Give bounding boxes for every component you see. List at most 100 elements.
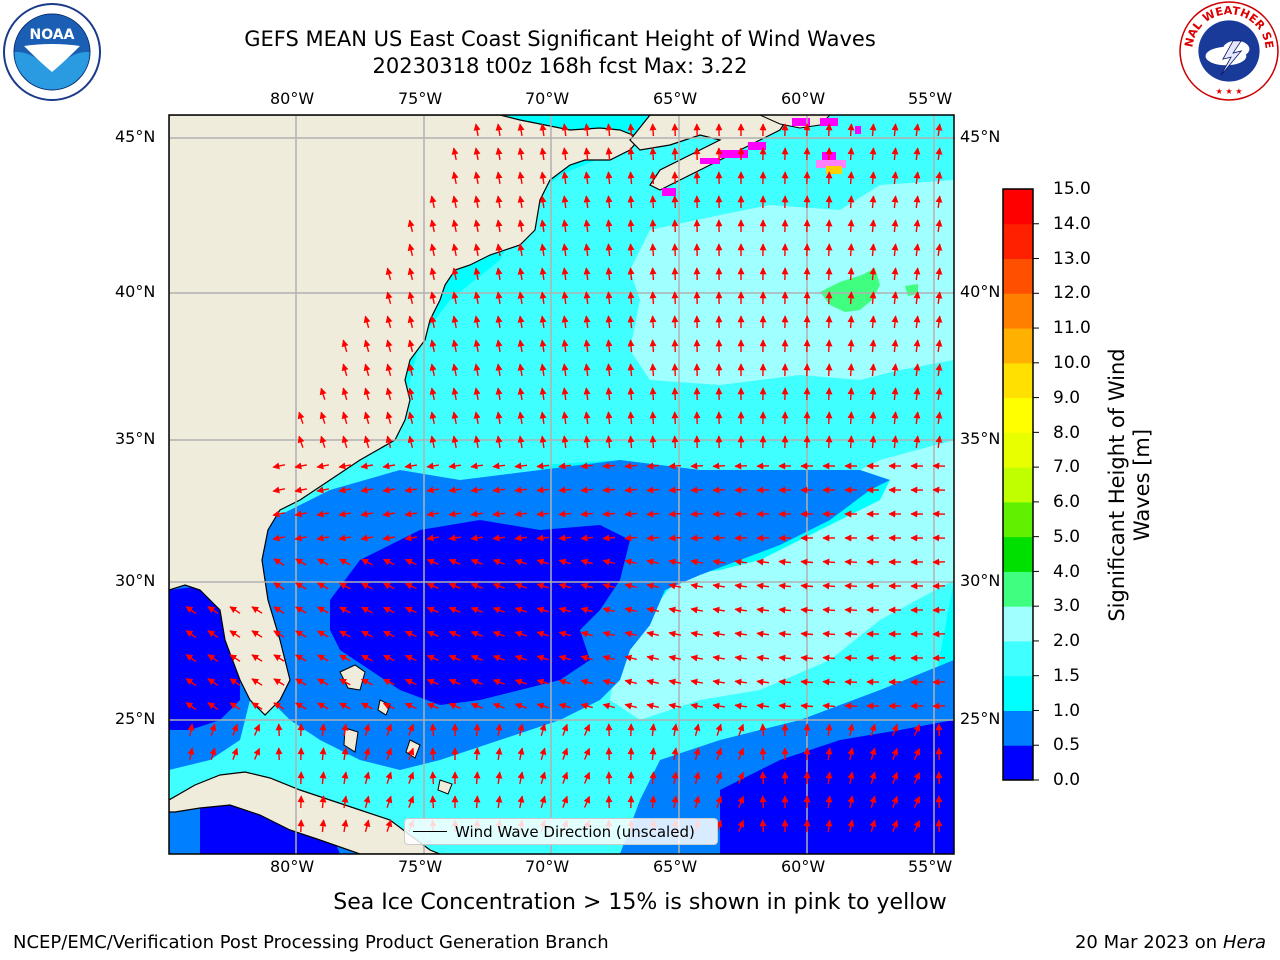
wave-direction-arrow: [470, 462, 483, 470]
wave-direction-arrow: [295, 654, 307, 662]
wave-direction-arrow: [668, 486, 682, 494]
lat-tick-left: 25°N: [115, 709, 156, 728]
colorbar-label: Significant Height of Wind Waves [m]: [1105, 348, 1154, 622]
wave-direction-arrow: [800, 654, 814, 662]
wave-direction-arrow: [558, 486, 572, 494]
wave-direction-arrow: [495, 747, 503, 760]
wave-direction-arrow: [558, 462, 572, 470]
wave-direction-arrow: [231, 747, 239, 760]
wave-direction-arrow: [869, 363, 877, 377]
wave-direction-arrow: [869, 435, 877, 449]
wave-direction-arrow: [605, 435, 613, 449]
map-field: [169, 115, 954, 854]
wave-direction-arrow: [583, 219, 591, 233]
wave-direction-arrow: [451, 363, 459, 377]
wave-direction-arrow: [341, 411, 349, 424]
wave-direction-arrow: [404, 630, 417, 638]
wave-direction-arrow: [492, 630, 505, 638]
wave-direction-arrow: [847, 339, 855, 353]
wave-direction-arrow: [756, 606, 770, 614]
wave-direction-arrow: [273, 678, 285, 686]
colorbar-frame: [1002, 188, 1034, 781]
wave-direction-arrow: [561, 291, 569, 305]
wave-direction-arrow: [891, 771, 899, 784]
wave-direction-arrow: [869, 795, 877, 808]
wave-direction-arrow: [492, 462, 506, 470]
wave-direction-arrow: [602, 702, 615, 710]
wave-direction-arrow: [935, 435, 943, 448]
noaa-logo: NOAA: [3, 3, 101, 101]
wave-direction-arrow: [737, 819, 745, 832]
wave-direction-arrow: [646, 582, 660, 590]
wave-direction-arrow: [649, 747, 657, 761]
wave-direction-arrow: [869, 219, 877, 233]
wave-direction-arrow: [426, 462, 440, 470]
wave-direction-arrow: [382, 534, 396, 542]
svg-text:★ ★ ★: ★ ★ ★: [1215, 86, 1242, 96]
wave-direction-arrow: [426, 678, 439, 686]
wave-direction-arrow: [495, 171, 503, 185]
wave-direction-arrow: [426, 486, 440, 494]
wave-direction-arrow: [473, 219, 481, 233]
wave-direction-arrow: [363, 771, 371, 784]
wave-direction-arrow: [363, 363, 371, 376]
wave-direction-arrow: [473, 315, 481, 329]
noaa-logo-text: NOAA: [30, 27, 75, 43]
wave-direction-arrow: [385, 819, 393, 832]
chart-title: GEFS MEAN US East Coast Significant Heig…: [244, 27, 876, 51]
wave-direction-arrow: [561, 123, 569, 137]
wave-direction-arrow: [448, 582, 461, 590]
wave-direction-arrow: [891, 411, 899, 425]
wave-direction-arrow: [649, 771, 657, 785]
wave-direction-arrow: [913, 771, 921, 784]
wave-direction-arrow: [624, 702, 637, 710]
wave-direction-arrow: [536, 462, 550, 470]
wave-direction-arrow: [671, 123, 679, 137]
wave-direction-arrow: [539, 363, 547, 377]
wave-direction-arrow: [517, 387, 525, 401]
wave-direction-arrow: [385, 387, 393, 400]
wave-direction-arrow: [825, 219, 833, 233]
wave-direction-arrow: [649, 219, 657, 233]
wave-direction-arrow: [207, 702, 219, 710]
wave-direction-arrow: [429, 723, 437, 737]
colorbar-band: [1003, 467, 1033, 503]
wave-direction-arrow: [627, 291, 635, 305]
wave-direction-arrow: [451, 147, 459, 161]
wave-band-3-0: [820, 268, 918, 312]
wave-direction-arrow: [536, 654, 549, 662]
wave-direction-arrow: [847, 267, 855, 281]
wave-direction-arrow: [580, 606, 593, 614]
wave-direction-arrow: [822, 702, 836, 710]
wave-direction-arrow: [295, 558, 307, 566]
colorbar-band: [1003, 223, 1033, 260]
wave-direction-arrow: [517, 147, 525, 161]
wave-direction-arrow: [690, 462, 704, 470]
wave-direction-arrow: [891, 171, 899, 185]
wave-direction-arrow: [429, 315, 437, 329]
wave-direction-arrow: [539, 795, 547, 808]
wave-direction-arrow: [913, 171, 921, 185]
wave-direction-arrow: [627, 411, 635, 425]
wave-direction-arrow: [561, 315, 569, 329]
wave-direction-arrow: [583, 147, 591, 161]
wave-direction-arrow: [251, 654, 263, 662]
colorbar-tick: 12.0: [1053, 283, 1091, 303]
wave-direction-arrow: [778, 678, 792, 686]
wave-direction-arrow: [316, 510, 330, 518]
wave-direction-arrow: [360, 582, 373, 590]
wave-direction-arrow: [514, 534, 528, 542]
map-frame: [168, 114, 955, 855]
wave-direction-arrow: [295, 630, 307, 638]
wave-direction-arrow: [624, 630, 637, 638]
wave-direction-arrow: [869, 339, 877, 353]
wave-direction-arrow: [935, 339, 943, 352]
wave-direction-arrow: [844, 606, 858, 614]
wave-direction-arrow: [869, 771, 877, 784]
wave-direction-arrow: [339, 630, 351, 638]
wave-direction-arrow: [605, 171, 613, 185]
wave-direction-arrow: [913, 123, 921, 137]
wave-direction-arrow: [407, 243, 415, 256]
wave-direction-arrow: [404, 678, 417, 686]
wave-direction-arrow: [407, 339, 415, 352]
